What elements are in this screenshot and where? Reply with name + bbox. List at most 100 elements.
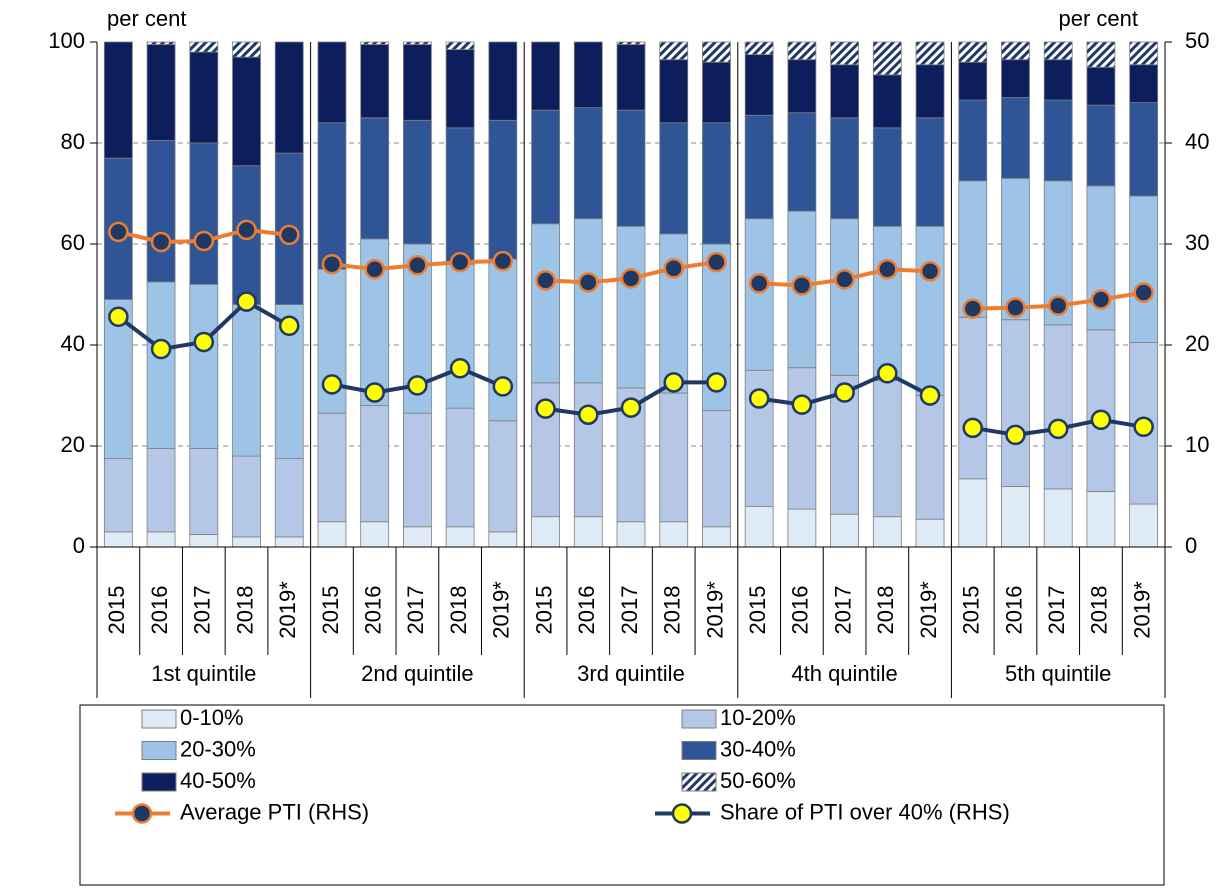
bar-segment	[317, 412, 347, 523]
x-tick-label: 2019*	[916, 581, 941, 639]
line-marker	[1005, 297, 1026, 318]
group-label: 5th quintile	[1005, 661, 1111, 686]
bar-segment	[402, 41, 432, 45]
legend-swatch	[141, 772, 177, 792]
line-marker	[108, 221, 129, 243]
y2-tick-label: 20	[1185, 331, 1209, 356]
y-tick-label: 0	[73, 533, 85, 558]
bar-segment	[1043, 99, 1073, 182]
bar-segment	[360, 41, 390, 45]
x-tick-label: 2018	[873, 586, 898, 635]
line-marker	[364, 382, 385, 403]
line-marker	[449, 357, 471, 379]
bar-segment	[616, 44, 646, 111]
legend-swatch	[681, 741, 717, 760]
x-tick-label: 2018	[446, 586, 471, 635]
line-marker	[193, 230, 215, 252]
bar-segment	[830, 218, 859, 376]
bar-segment	[573, 41, 603, 109]
legend-label: 40-50%	[180, 768, 256, 793]
bar-segment	[189, 41, 219, 53]
bar-segment	[445, 41, 475, 50]
x-tick-label: 2018	[232, 586, 257, 635]
bar-segment	[787, 59, 817, 114]
y-tick-label: 20	[61, 432, 85, 457]
y2-axis-label: per cent	[1059, 6, 1139, 31]
legend-swatch	[681, 772, 717, 792]
line-marker	[535, 270, 556, 291]
bar-segment	[872, 41, 902, 76]
bar-segment	[744, 41, 774, 56]
line-marker	[150, 338, 172, 360]
bar-segment	[445, 407, 475, 528]
line-marker	[1133, 282, 1154, 303]
line-marker	[620, 397, 642, 418]
bar-segment	[787, 112, 817, 212]
bar-segment	[1129, 195, 1159, 343]
x-tick-label: 2017	[617, 586, 642, 635]
x-tick-label: 2017	[830, 586, 855, 635]
line-marker	[492, 376, 514, 397]
bar-segment	[402, 119, 432, 245]
bar-segment	[573, 516, 603, 548]
bar-segment	[958, 61, 988, 101]
bar-segment	[702, 41, 731, 63]
bar-segment	[958, 41, 988, 63]
legend-label: 30-40%	[720, 736, 796, 761]
bar-segment	[958, 180, 988, 318]
x-tick-label: 2016	[1001, 586, 1026, 635]
line-marker	[791, 275, 813, 296]
x-tick-label: 2017	[403, 586, 428, 635]
bar-segment	[274, 41, 304, 154]
line-marker	[535, 398, 556, 419]
bar-segment	[274, 458, 304, 538]
bar-segment	[1001, 41, 1030, 61]
bar-segment	[573, 107, 603, 220]
y-tick-label: 40	[61, 331, 85, 356]
x-tick-label: 2016	[147, 586, 172, 635]
bar-segment	[787, 367, 817, 510]
bar-segment	[232, 455, 261, 538]
line-marker	[1047, 295, 1069, 316]
line-marker	[919, 385, 941, 406]
line-marker	[150, 231, 172, 253]
line-marker	[578, 404, 599, 425]
x-tick-label: 2018	[660, 586, 685, 635]
line-marker	[278, 315, 300, 337]
bar-segment	[360, 521, 390, 548]
x-tick-label: 2015	[531, 586, 556, 635]
line-marker	[1047, 418, 1069, 440]
legend-marker	[131, 803, 153, 824]
bar-segment	[103, 531, 133, 548]
line-marker	[236, 219, 257, 241]
bar-segment	[488, 119, 518, 260]
bar-segment	[1043, 324, 1073, 490]
line-marker	[1133, 416, 1154, 438]
bar-segment	[402, 526, 432, 548]
line-marker	[706, 251, 727, 273]
line-marker	[706, 372, 727, 393]
bar-segment	[702, 526, 731, 548]
line-marker	[407, 254, 428, 276]
bar-segment	[1043, 488, 1073, 548]
line-marker	[321, 253, 343, 275]
x-tick-label: 2016	[788, 586, 813, 635]
bar-segment	[616, 41, 646, 45]
bar-segment	[915, 117, 945, 227]
bar-segment	[1043, 41, 1073, 61]
line-marker	[962, 417, 984, 439]
y-tick-label: 60	[61, 230, 85, 255]
x-tick-label: 2015	[318, 586, 343, 635]
y-tick-label: 80	[61, 129, 85, 154]
bar-segment	[531, 516, 560, 548]
line-marker	[236, 291, 257, 312]
line-marker	[834, 269, 855, 290]
line-marker	[834, 382, 855, 403]
bar-segment	[1129, 102, 1159, 197]
legend-swatch	[681, 709, 717, 729]
bar-segment	[317, 41, 347, 124]
line-marker	[748, 388, 770, 409]
bar-segment	[702, 61, 731, 124]
bar-segment	[1129, 503, 1159, 548]
